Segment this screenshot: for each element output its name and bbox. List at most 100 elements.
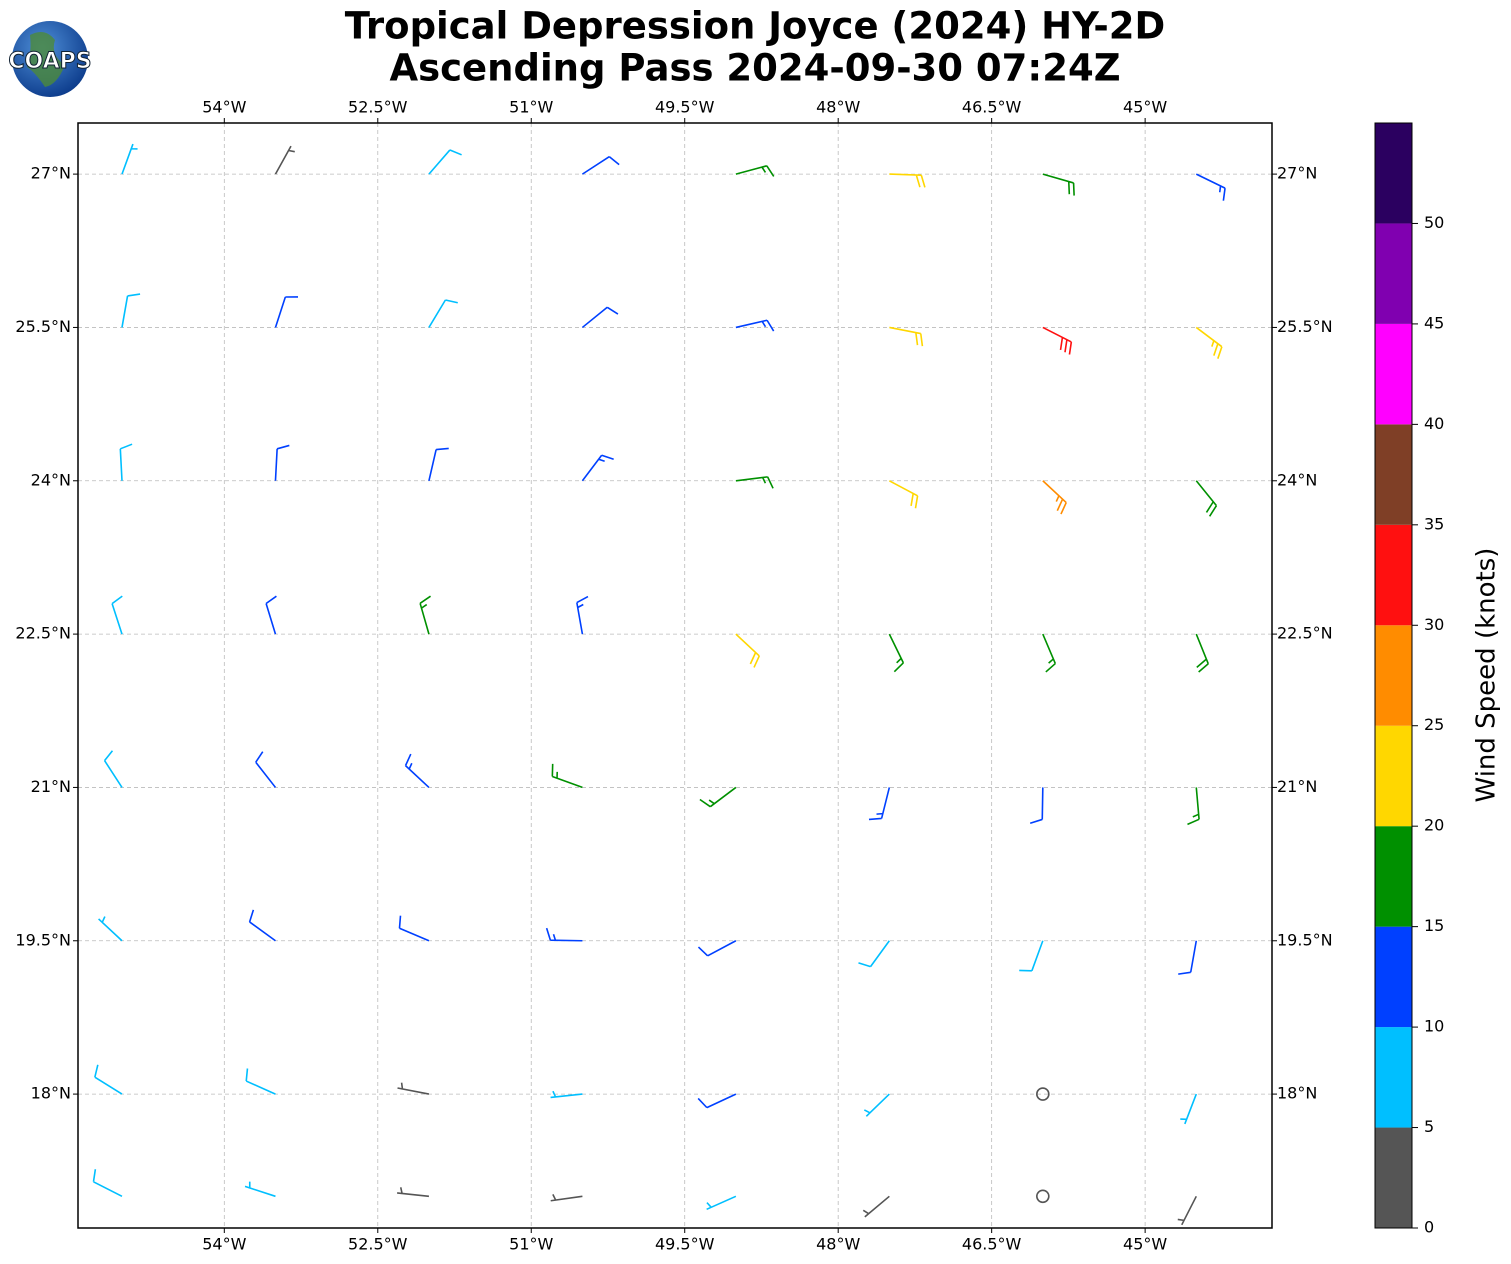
colorbar-frame [1374, 122, 1413, 1229]
x-tick-label: 54°W [202, 98, 246, 117]
colorbar-segment [1375, 524, 1412, 626]
x-tick-label: 49.5°W [655, 98, 715, 117]
colorbar-tick-label: 30 [1424, 615, 1444, 634]
y-tick-label: 24°N [1277, 470, 1317, 489]
y-tick-label: 19.5°N [15, 930, 71, 949]
wind-barb [735, 165, 775, 177]
barb-field [92, 143, 1226, 1226]
wind-barb [1042, 326, 1073, 355]
y-tick-label: 24°N [31, 470, 71, 489]
wind-barb [245, 1068, 276, 1095]
colorbar-segment [1375, 625, 1412, 726]
logo: COAPS [8, 21, 92, 97]
colorbar-tick-label: 0 [1424, 1218, 1434, 1237]
wind-barb [419, 595, 432, 635]
y-tick-label: 22.5°N [1277, 624, 1333, 643]
wind-barb [888, 480, 919, 509]
y-tick-label: 27°N [31, 164, 71, 183]
colorbar-segment [1375, 725, 1412, 827]
wind-barb [1195, 326, 1223, 359]
y-tick-label: 25.5°N [1277, 317, 1333, 336]
colorbar-tick-label: 45 [1424, 313, 1444, 332]
y-tick-label: 19.5°N [1277, 930, 1333, 949]
x-tick-label: 48°W [816, 1235, 860, 1254]
wind-barb [735, 476, 774, 489]
wind-barb [121, 293, 141, 328]
x-tick-label: 54°W [202, 1235, 246, 1254]
x-tick-label: 45°W [1123, 1235, 1167, 1254]
y-tick-label: 18°N [1277, 1084, 1317, 1103]
wind-barb [94, 1064, 123, 1095]
wind-barb [550, 1194, 583, 1202]
wind-barb [889, 173, 926, 188]
colorbar-segment [1375, 826, 1412, 927]
y-tick-label: 21°N [1277, 777, 1317, 796]
x-tick-label: 49.5°W [655, 1235, 715, 1254]
map-frame [77, 122, 1273, 1229]
y-tick-label: 18°N [31, 1084, 71, 1103]
wind-barb [397, 1187, 430, 1198]
y-tick-label: 21°N [31, 777, 71, 796]
wind-barb [868, 787, 891, 821]
wind-barb [862, 1195, 890, 1218]
colorbar-tick-label: 50 [1424, 213, 1444, 232]
wind-barb [576, 595, 589, 635]
wind-barb [1195, 480, 1218, 517]
wind-barb [697, 940, 737, 957]
wind-barb [888, 633, 905, 673]
wind-barb [1187, 787, 1200, 826]
wind-barb [1180, 1093, 1198, 1125]
colorbar-segment [1375, 424, 1412, 525]
wind-barb [428, 447, 449, 481]
chart-title: Tropical Depression Joyce (2024) HY-2D [345, 5, 1166, 48]
wind-barb [428, 299, 458, 328]
colorbar-tick-label: 35 [1424, 514, 1444, 533]
wind-barb [1042, 173, 1075, 196]
calm-barb [1036, 1189, 1050, 1204]
wind-barb [551, 763, 583, 789]
wind-barb [103, 750, 123, 788]
colorbar-tick-label: 25 [1424, 715, 1444, 734]
y-tick-label: 25.5°N [15, 317, 71, 336]
wind-barb [1042, 633, 1057, 673]
wind-barb [863, 1093, 890, 1117]
wind-barb [111, 595, 123, 635]
colorbar-label: Wind Speed (knots) [1472, 548, 1502, 803]
wind-barb [735, 633, 761, 668]
y-tick-label: 22.5°N [15, 624, 71, 643]
x-tick-label: 46.5°W [962, 1235, 1022, 1254]
x-tick-label: 51°W [509, 98, 553, 117]
colorbar-tick-label: 20 [1424, 816, 1444, 835]
wind-barb [1042, 480, 1067, 515]
colorbar-segment [1375, 1127, 1412, 1228]
colorbar-segment [1375, 1027, 1412, 1128]
calm-barb [1036, 1087, 1050, 1101]
wind-barb [1195, 173, 1226, 201]
x-tick-label: 48°W [816, 98, 860, 117]
wind-barb [119, 443, 133, 481]
wind-barb [121, 143, 138, 175]
logo-land [27, 31, 65, 87]
wind-barb [274, 296, 299, 328]
wind-barb [274, 444, 290, 481]
wind-barb [581, 156, 620, 175]
wind-barb [255, 751, 277, 788]
x-tick-label: 52.5°W [348, 1235, 408, 1254]
colorbar-tick-label: 15 [1424, 916, 1444, 935]
wind-barb [1019, 940, 1044, 972]
x-tick-label: 52.5°W [348, 98, 408, 117]
wind-barb [581, 454, 614, 482]
wind-barb [274, 145, 295, 175]
x-tick-label: 46.5°W [962, 98, 1022, 117]
wind-barb [428, 149, 462, 175]
colorbar: 0 5 10 15 20 25 30 35 40 45 50 [1374, 122, 1444, 1237]
wind-barb [1195, 633, 1210, 673]
wind-barb [398, 915, 430, 942]
wind-barb [699, 786, 737, 808]
wind-barb [697, 1093, 737, 1109]
wind-barb [404, 753, 430, 789]
wind-barb [735, 319, 775, 332]
wind-barb [92, 1169, 123, 1198]
x-tick-label: 51°W [509, 1235, 553, 1254]
